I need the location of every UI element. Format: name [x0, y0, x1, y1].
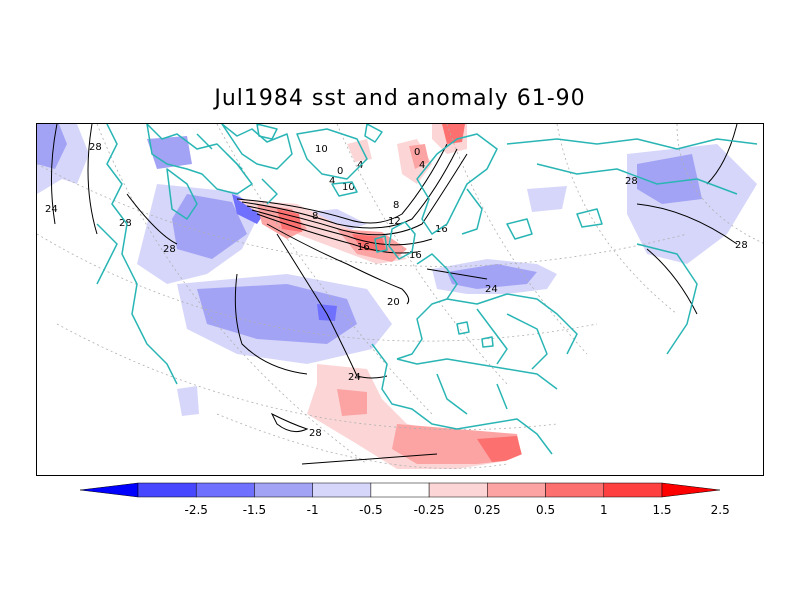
anomaly-region	[177, 386, 199, 416]
contour-label: 10	[342, 182, 355, 193]
contour-line	[241, 148, 458, 229]
contour-label: 12	[388, 216, 401, 227]
contour-label: 4	[329, 176, 335, 187]
contour-line	[706, 124, 738, 185]
colorbar-box	[137, 482, 197, 498]
contour-label: 16	[357, 242, 370, 253]
negative-anomaly-regions	[37, 124, 757, 416]
contour-line	[236, 143, 448, 224]
colorbar-tick-label: 1.5	[652, 503, 671, 517]
colorbar-tick-label: -0.5	[359, 503, 382, 517]
contour-label: 28	[309, 428, 322, 439]
contour-line	[301, 453, 438, 465]
contour-label: 8	[393, 200, 399, 211]
map-canvas: 28 24 28 28 0 4 8 12 16 16 20 24 28 4 0 …	[37, 124, 763, 475]
contour-label: 28	[89, 142, 102, 153]
anomaly-region	[337, 389, 367, 416]
contour-line	[256, 213, 418, 254]
contour-line	[246, 153, 468, 236]
contour-label: 0	[414, 147, 420, 158]
contour-label: 24	[348, 372, 361, 383]
contour-line	[251, 209, 433, 246]
colorbar: -2.5 -1.5 -1 -0.5 -0.25 0.25 0.5 1 1.5 2.5	[79, 482, 730, 517]
colorbar-box	[312, 482, 372, 498]
contour-line	[50, 124, 58, 225]
anomaly-region	[147, 136, 192, 169]
contour-line	[270, 412, 309, 433]
anomaly-region	[197, 284, 357, 344]
contour-line	[126, 193, 178, 245]
contour-label: 4	[419, 160, 425, 171]
contour-label: 28	[163, 244, 176, 255]
colorbar-tick-label: -2.5	[185, 503, 208, 517]
colorbar-arrow-low	[79, 482, 139, 498]
contour-label: 28	[119, 218, 132, 229]
contour-label: 10	[315, 144, 328, 155]
anomaly-region	[409, 144, 429, 169]
contour-label: 24	[485, 284, 498, 295]
colorbar-box	[370, 482, 430, 498]
contour-label: 16	[409, 250, 422, 261]
contour-line	[426, 268, 488, 280]
anomaly-region	[37, 124, 67, 169]
map-title: Jul1984 sst and anomaly 61-90	[214, 86, 586, 111]
colorbar-box	[428, 482, 488, 498]
colorbar-box	[254, 482, 313, 498]
contour-line	[87, 124, 98, 235]
colorbar-box	[487, 482, 546, 498]
contour-line	[266, 223, 410, 305]
anomaly-region	[527, 186, 567, 212]
colorbar-arrow-high	[661, 482, 721, 498]
anomaly-region	[447, 264, 537, 289]
anomaly-region	[172, 194, 247, 259]
colorbar-box	[195, 482, 255, 498]
contour-label: 8	[312, 211, 318, 222]
anomaly-region	[637, 154, 702, 204]
positive-anomaly-regions	[237, 124, 523, 469]
colorbar-tick-label: 0.5	[536, 503, 555, 517]
graticule	[37, 124, 763, 469]
contour-label: 24	[45, 204, 58, 215]
projection-mask	[37, 256, 763, 475]
contour-line	[276, 233, 388, 379]
colorbar-box	[603, 482, 663, 498]
colorbar-tick-label: 0.25	[474, 503, 501, 517]
colorbar-tick-label: -0.25	[414, 503, 445, 517]
contour-line	[234, 273, 308, 375]
coastlines	[96, 124, 758, 455]
sst-contours	[50, 124, 738, 465]
colorbar-box	[545, 482, 605, 498]
contour-label: 0	[337, 166, 343, 177]
map-panel: 28 24 28 28 0 4 8 12 16 16 20 24 28 4 0 …	[36, 123, 764, 476]
contour-line	[636, 203, 738, 245]
contour-label: 20	[387, 297, 400, 308]
anomaly-region	[317, 304, 337, 321]
contour-label: 28	[735, 240, 748, 251]
contour-line	[646, 248, 698, 315]
colorbar-tick-label: -1	[307, 503, 319, 517]
anomaly-region	[477, 436, 523, 462]
colorbar-tick-label: 2.5	[711, 503, 730, 517]
colorbar-tick-label: -1.5	[243, 503, 266, 517]
colorbar-tick-label: 1	[600, 503, 608, 517]
contour-label: 16	[435, 224, 448, 235]
contour-label: 28	[625, 176, 638, 187]
